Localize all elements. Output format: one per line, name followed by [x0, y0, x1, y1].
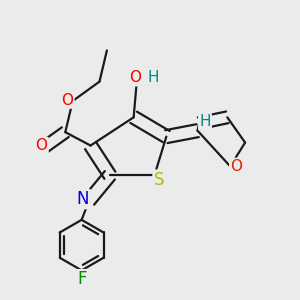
Text: F: F — [77, 270, 86, 288]
Text: O: O — [230, 159, 242, 174]
Text: O: O — [35, 138, 47, 153]
Text: O: O — [61, 93, 74, 108]
Text: S: S — [154, 171, 164, 189]
Text: O: O — [129, 70, 141, 85]
Text: H: H — [199, 114, 211, 129]
Text: H: H — [147, 70, 159, 85]
Text: N: N — [77, 190, 89, 208]
